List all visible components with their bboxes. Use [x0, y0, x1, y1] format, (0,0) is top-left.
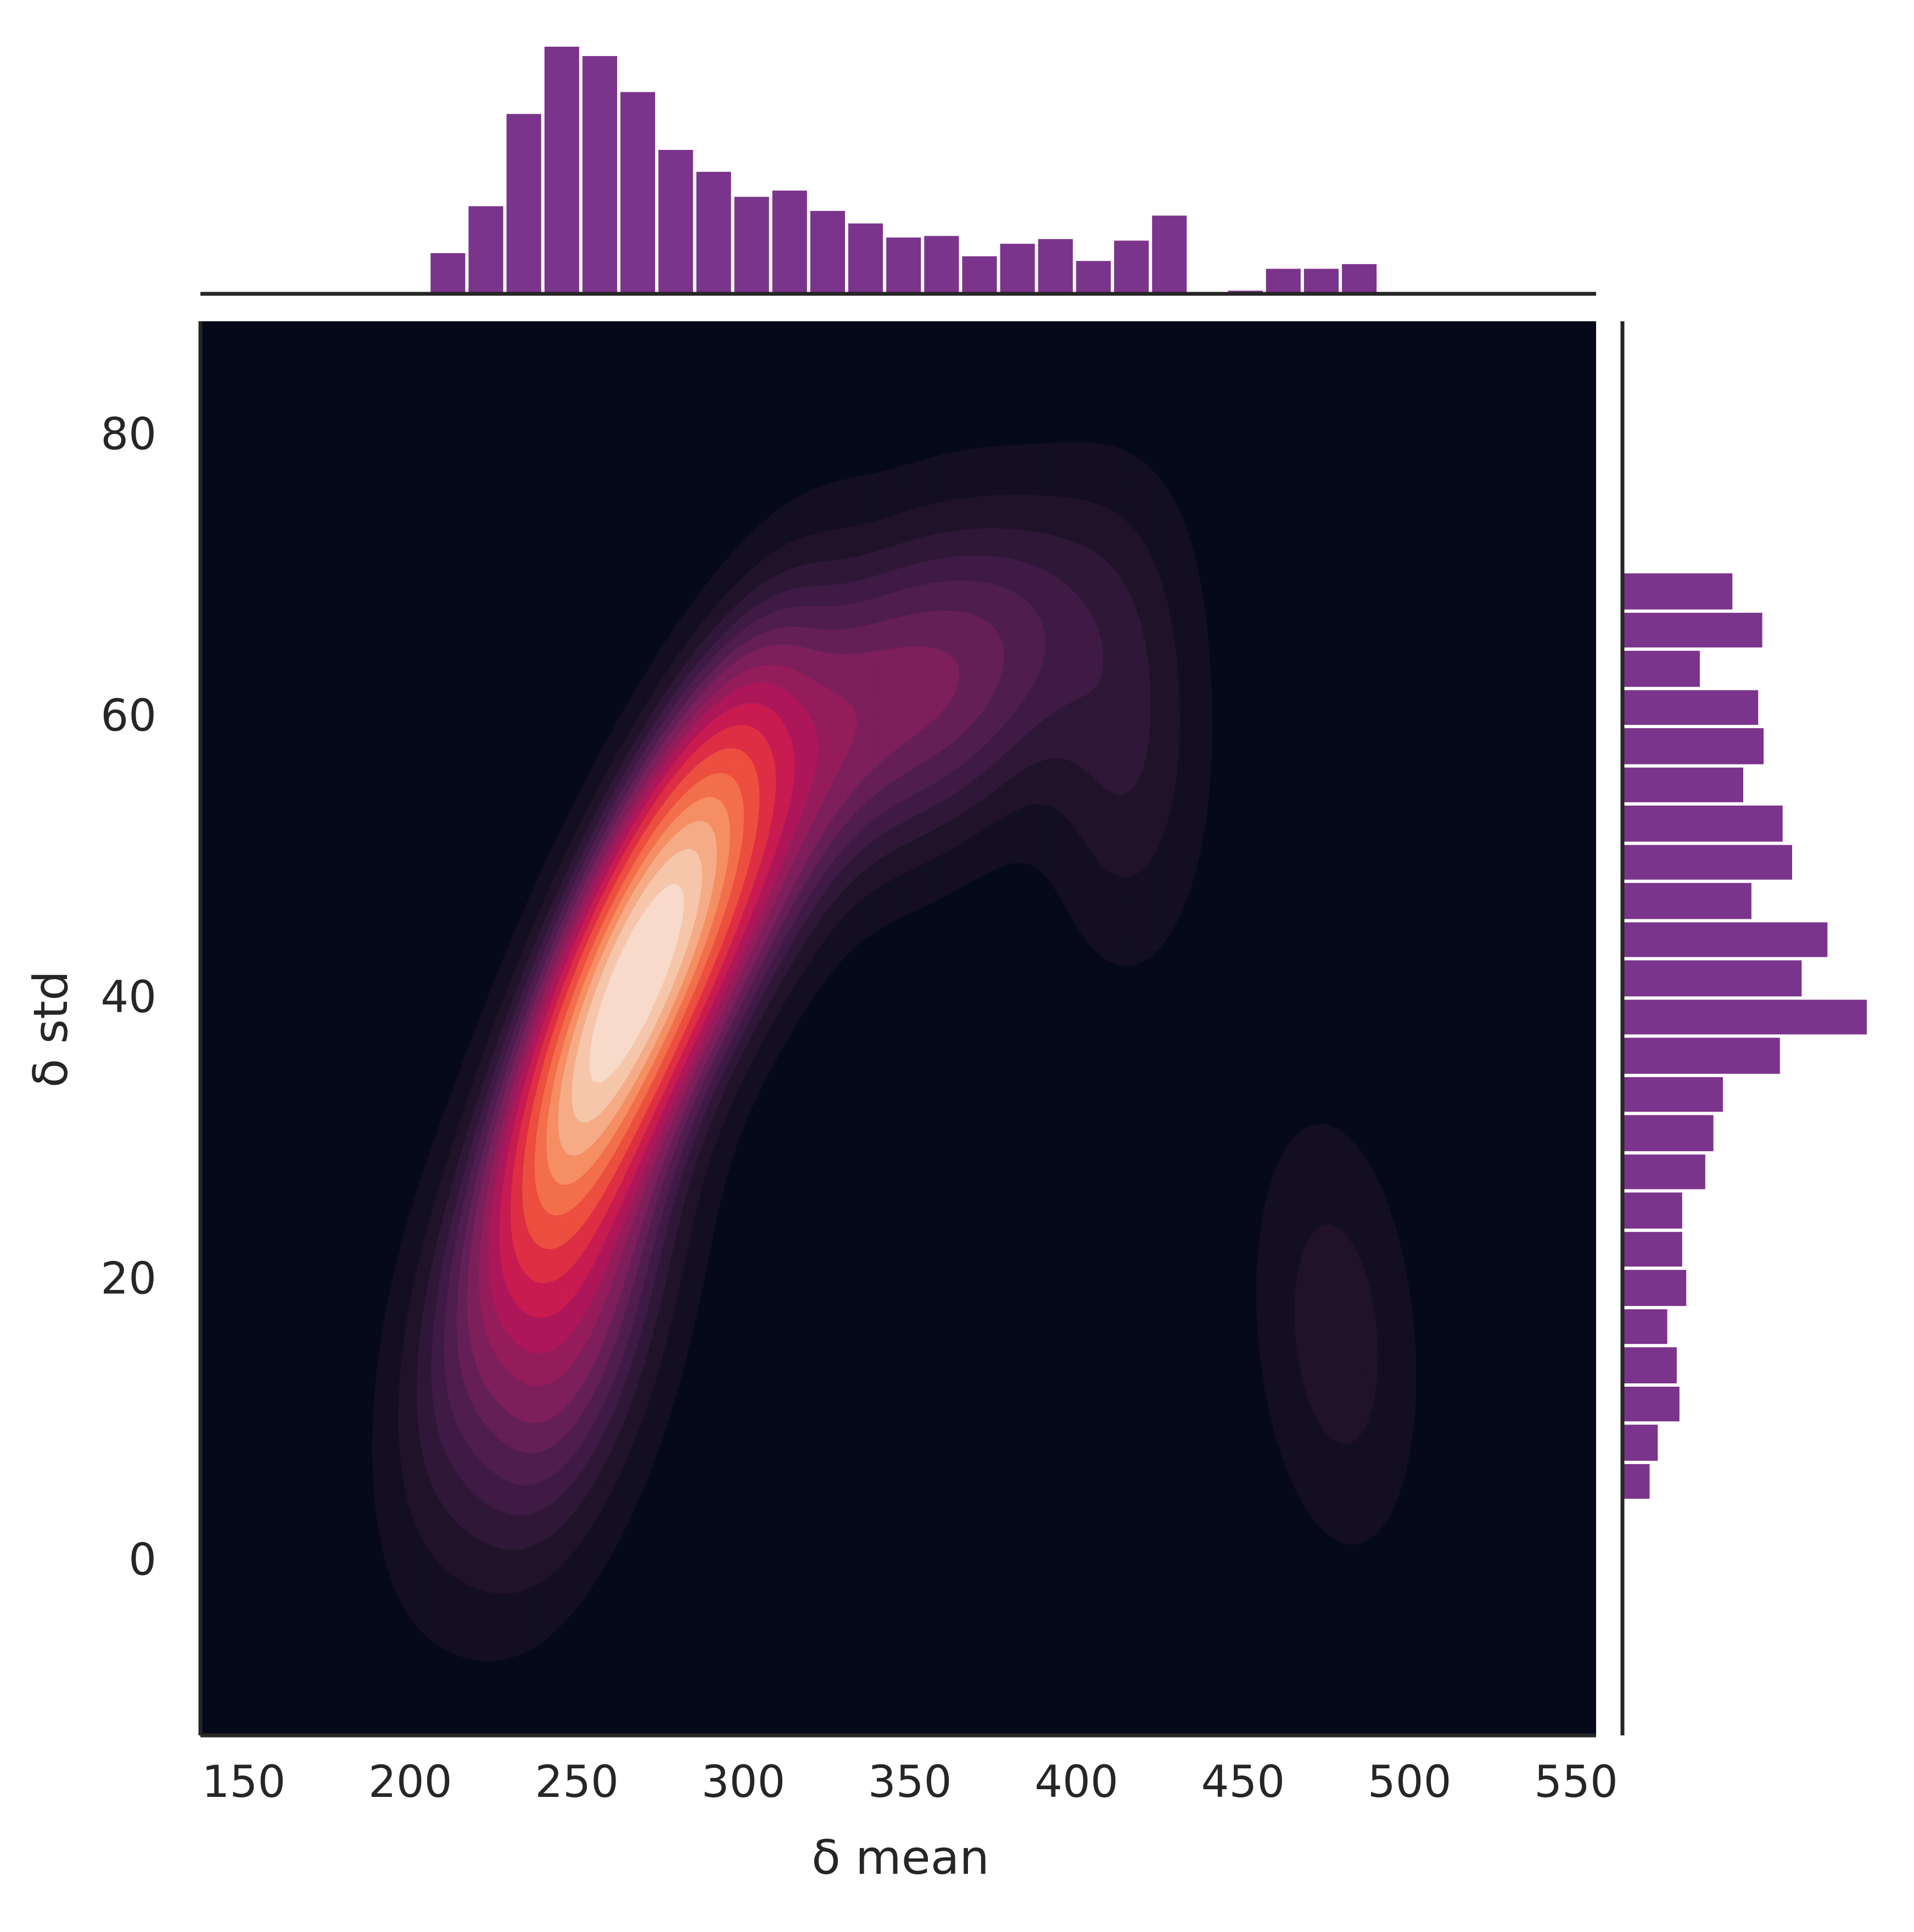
x-hist-bar: [544, 47, 579, 294]
y-hist-bar: [1622, 1077, 1723, 1112]
x-hist-bar: [1342, 264, 1377, 294]
x-hist-bar: [734, 197, 769, 294]
y-hist-bar: [1622, 922, 1828, 957]
x-hist-bar: [1000, 243, 1035, 294]
x-tick-label: 400: [1034, 1756, 1118, 1807]
x-hist-bar: [924, 236, 959, 294]
x-hist-bar: [1266, 269, 1301, 294]
y-hist-bar: [1622, 767, 1744, 802]
x-hist-bar: [848, 223, 883, 294]
y-hist-bar: [1622, 1270, 1687, 1306]
x-tick-label: 300: [702, 1756, 786, 1807]
x-tick-labels: 150 200 250 300 350 400 450 500 550: [202, 1756, 1618, 1807]
y-hist-bar: [1622, 573, 1733, 610]
x-hist-bar: [1076, 261, 1111, 294]
x-hist-bar: [620, 92, 656, 294]
x-hist-bar: [582, 56, 617, 294]
y-tick-label: 40: [100, 971, 156, 1023]
y-tick-label: 20: [100, 1253, 156, 1304]
x-hist-bar: [1303, 269, 1339, 294]
y-hist-bar: [1622, 650, 1700, 687]
y-marginal-histogram: [1622, 573, 1867, 1499]
x-tick-label: 350: [868, 1756, 952, 1807]
y-hist-bar: [1622, 612, 1762, 647]
kde-contour-level: [589, 884, 684, 1083]
x-hist-bar: [658, 149, 693, 294]
x-marginal-histogram: [430, 47, 1377, 294]
x-hist-bar: [1038, 239, 1073, 294]
x-tick-label: 500: [1368, 1756, 1452, 1807]
kde-contours: [372, 442, 1417, 1662]
y-hist-bar: [1622, 999, 1867, 1035]
x-axis-label: δ mean: [812, 1830, 989, 1885]
y-tick-label: 60: [100, 690, 156, 741]
y-hist-bar: [1622, 1232, 1682, 1267]
x-tick-label: 250: [535, 1756, 619, 1807]
x-hist-bar: [1152, 215, 1187, 294]
x-hist-bar: [506, 114, 541, 294]
y-axis-label: δ std: [24, 970, 79, 1087]
x-hist-bar: [772, 191, 807, 294]
y-hist-bar: [1622, 728, 1764, 764]
y-hist-bar: [1622, 690, 1759, 725]
x-tick-label: 450: [1201, 1756, 1285, 1807]
x-hist-bar: [430, 253, 466, 294]
y-hist-bar: [1622, 1154, 1705, 1190]
x-tick-label: 550: [1534, 1756, 1618, 1807]
y-hist-bar: [1622, 1115, 1714, 1152]
y-tick-labels: 0 20 40 60 80: [100, 409, 156, 1585]
x-tick-label: 200: [368, 1756, 452, 1807]
axes-lines: [198, 292, 1625, 1738]
y-hist-bar: [1622, 1309, 1667, 1344]
y-hist-bar: [1622, 1192, 1682, 1229]
x-hist-bar: [1114, 241, 1149, 294]
y-tick-label: 0: [128, 1534, 156, 1585]
x-tick-label: 150: [202, 1756, 286, 1807]
y-hist-bar: [1622, 883, 1751, 919]
x-hist-bar: [886, 237, 921, 294]
y-hist-bar: [1622, 1425, 1658, 1461]
x-hist-bar: [962, 256, 997, 294]
x-hist-bar: [468, 206, 503, 294]
y-hist-bar: [1622, 805, 1783, 842]
y-tick-label: 80: [100, 409, 156, 460]
x-hist-bar: [696, 171, 731, 294]
y-hist-bar: [1622, 1464, 1650, 1499]
x-hist-bar: [810, 211, 845, 294]
y-hist-bar: [1622, 1347, 1677, 1384]
y-hist-bar: [1622, 1387, 1680, 1422]
y-hist-bar: [1622, 960, 1802, 997]
y-hist-bar: [1622, 845, 1793, 880]
kde-main-panel: [200, 321, 1596, 1735]
y-hist-bar: [1622, 1037, 1780, 1074]
